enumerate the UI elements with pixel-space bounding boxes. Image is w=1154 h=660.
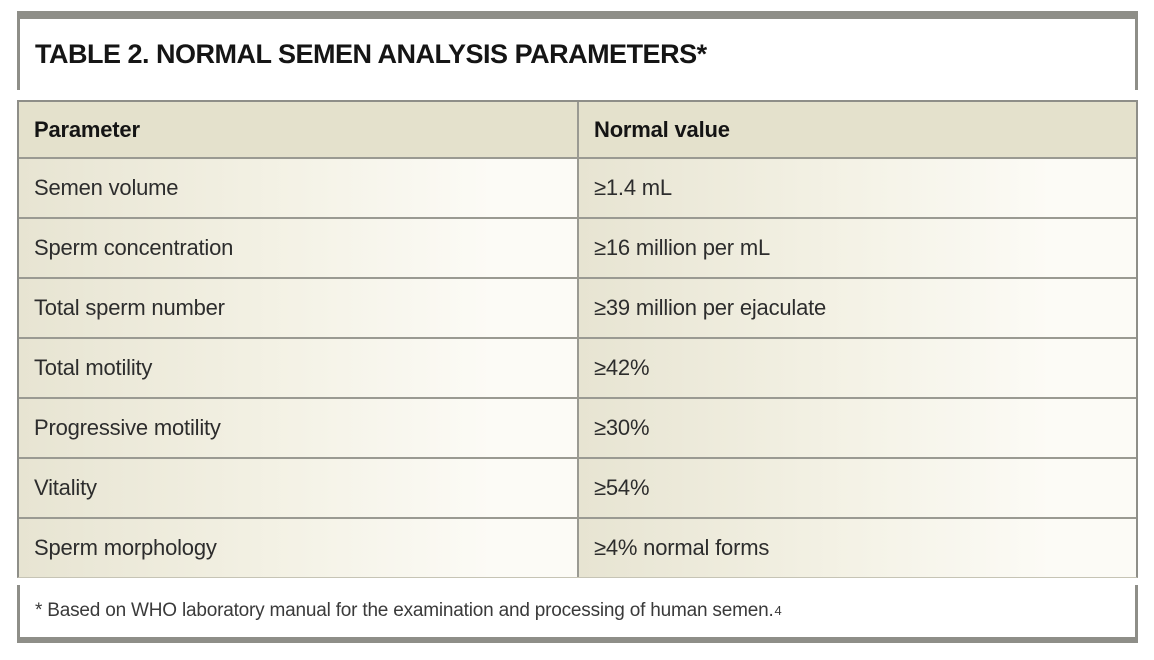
value-cell: ≥39 million per ejaculate <box>579 279 1136 337</box>
value-cell: ≥42% <box>579 339 1136 397</box>
value-cell: ≥4% normal forms <box>579 519 1136 577</box>
table-header-row: Parameter Normal value <box>19 102 1136 157</box>
value-cell: ≥54% <box>579 459 1136 517</box>
table-title: NORMAL SEMEN ANALYSIS PARAMETERS* <box>156 39 707 69</box>
value-cell: ≥1.4 mL <box>579 159 1136 217</box>
parameter-cell: Sperm morphology <box>19 519 579 577</box>
parameter-cell: Semen volume <box>19 159 579 217</box>
parameter-cell: Progressive motility <box>19 399 579 457</box>
table-number-label: TABLE 2. <box>35 39 157 69</box>
parameter-cell: Total motility <box>19 339 579 397</box>
table-footnote: * Based on WHO laboratory manual for the… <box>17 585 1138 643</box>
semen-analysis-table: Parameter Normal value Semen volume ≥1.4… <box>17 100 1138 578</box>
value-cell: ≥30% <box>579 399 1136 457</box>
table-row: Sperm morphology ≥4% normal forms <box>19 517 1136 577</box>
table-title-band: TABLE 2. NORMAL SEMEN ANALYSIS PARAMETER… <box>17 11 1138 90</box>
parameter-cell: Vitality <box>19 459 579 517</box>
table-row: Total sperm number ≥39 million per ejacu… <box>19 277 1136 337</box>
column-header-normal-value: Normal value <box>579 102 1136 157</box>
column-header-parameter: Parameter <box>19 102 579 157</box>
parameter-cell: Sperm concentration <box>19 219 579 277</box>
footnote-text: * Based on WHO laboratory manual for the… <box>35 600 774 621</box>
value-cell: ≥16 million per mL <box>579 219 1136 277</box>
table-row: Sperm concentration ≥16 million per mL <box>19 217 1136 277</box>
parameter-cell: Total sperm number <box>19 279 579 337</box>
table-row: Progressive motility ≥30% <box>19 397 1136 457</box>
table-row: Semen volume ≥1.4 mL <box>19 157 1136 217</box>
table-row: Vitality ≥54% <box>19 457 1136 517</box>
table-row: Total motility ≥42% <box>19 337 1136 397</box>
